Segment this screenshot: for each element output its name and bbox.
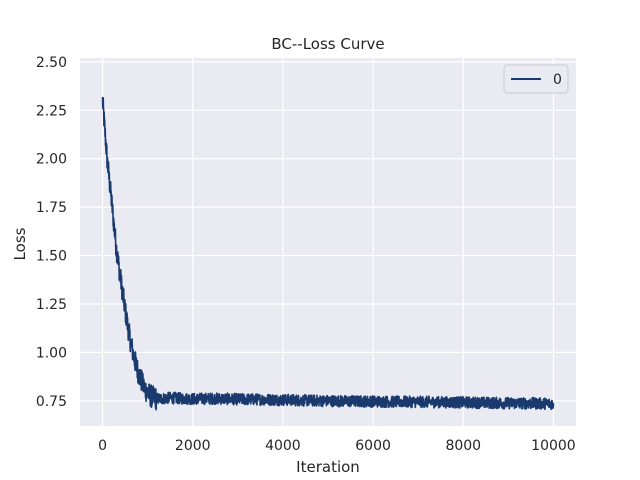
x-tick-labels: 0 2000 4000 6000 8000 10000 [98,438,576,454]
y-axis-label: Loss [11,227,29,260]
y-tick-label: 2.00 [36,152,67,168]
y-tick-label: 1.50 [36,249,67,265]
x-tick-label: 8000 [445,438,481,454]
plot-background [80,58,576,426]
chart-title: BC--Loss Curve [271,35,384,53]
x-axis-label: Iteration [296,458,360,476]
y-tick-label: 1.00 [36,345,67,361]
x-tick-label: 0 [98,438,107,454]
y-tick-label: 2.50 [36,55,67,71]
legend: 0 [503,64,569,94]
grid-lines [80,58,576,426]
series-line-0 [101,96,555,411]
series-layer [101,96,555,411]
x-tick-label: 2000 [175,438,211,454]
x-tick-label: 6000 [355,438,391,454]
y-tick-label: 2.25 [36,103,67,119]
x-tick-label: 10000 [531,438,576,454]
y-tick-labels: 0.75 1.00 1.25 1.50 1.75 2.00 2.25 2.50 [36,55,67,410]
legend-label: 0 [553,72,562,88]
x-tick-label: 4000 [265,438,301,454]
y-tick-label: 1.75 [36,200,67,216]
y-tick-label: 0.75 [36,394,67,410]
y-tick-label: 1.25 [36,297,67,313]
